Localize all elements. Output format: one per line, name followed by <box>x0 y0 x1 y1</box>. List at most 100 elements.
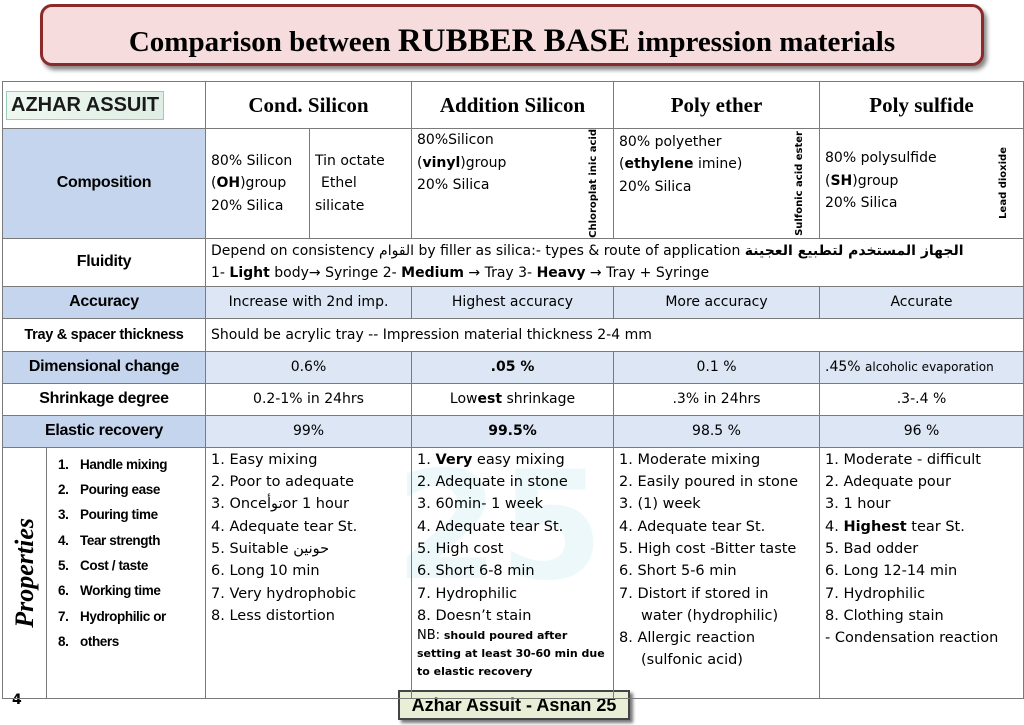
nb-label: NB: <box>417 628 441 644</box>
polyether-prop-line: 7. Distort if stored in <box>619 585 769 602</box>
shrinkage-addition: Lowest shrinkage <box>411 382 614 416</box>
polysulfide-catalyst: Lead dioxide <box>997 147 1009 220</box>
fluidity-light: Light <box>229 265 270 282</box>
polysulfide-base-line-1: 80% polysulfide <box>825 150 937 167</box>
fluidity-arabic-2: الجهاز المستخدم لتطبيع العجينة <box>744 243 964 260</box>
property-item: 2. Pouring ease <box>58 482 160 498</box>
elastic-label: Elastic recovery <box>2 414 206 448</box>
cond-prop-line: 1. Easy mixing <box>211 451 318 468</box>
polysulfide-prop-line: 8. Clothing stain <box>825 607 944 624</box>
shrinkage-label: Shrinkage degree <box>2 382 206 416</box>
cond-silicon-base: 80% Silicon (OH)group 20% Silica <box>205 128 310 239</box>
property-item: 7. Hydrophilic or <box>58 608 166 624</box>
addition-silicon-composition: 80%Silicon (vinyl)group 20% Silica Chlor… <box>411 128 614 239</box>
properties-addition-silicon: 1. Very easy mixing 2. Adequate in stone… <box>411 446 614 699</box>
logo-cell: AZHAR ASSUIT <box>2 81 206 129</box>
polyether-prop-line: 2. Easily poured in stone <box>619 474 798 491</box>
addition-prop-line: 5. High cost <box>417 541 504 557</box>
polysulfide-prop-line: 3. 1 hour <box>825 496 891 513</box>
addition-prop-line: 1. Very easy mixing <box>417 451 565 468</box>
polyether-prop-line: water (hydrophilic) <box>641 607 779 624</box>
cond-cat-line-3: silicate <box>315 197 365 214</box>
accuracy-polysulfide: Accurate <box>819 285 1024 319</box>
addition-base-line-1: 80%Silicon <box>417 132 494 148</box>
nb-line-1: should poured after <box>443 629 568 643</box>
cond-prop-line: 6. Long 10 min <box>211 563 320 580</box>
properties-row: Properties 1. Handle mixing 2. Pouring eas… <box>2 446 1024 699</box>
fluidity-t1: body→ Syringe 2- <box>269 265 402 282</box>
elastic-cond: 99% <box>205 414 412 448</box>
elastic-polysulfide: 96 % <box>819 414 1024 448</box>
col-header-cond-silicon: Cond. Silicon <box>205 81 412 129</box>
fluidity-n1: 1- <box>211 265 230 282</box>
polysulfide-base-line-2: (SH)group <box>825 172 899 189</box>
polysulfide-base-line-3: 20% Silica <box>825 195 898 212</box>
dimensional-polysulfide: .45% alcoholic evaporation <box>819 350 1024 384</box>
tray-label: Tray & spacer thickness <box>2 317 206 352</box>
polysulfide-prop-line: 2. Adequate pour <box>825 474 951 491</box>
fluidity-row: Fluidity Depend on consistency القوام by… <box>2 237 1024 287</box>
title-emphasis: RUBBER BASE <box>397 22 630 59</box>
dimensional-row: Dimensional change 0.6% .05 % 0.1 % .45%… <box>2 350 1024 384</box>
accuracy-label: Accuracy <box>2 285 206 319</box>
polyether-catalyst: Sulfonic acid ester <box>793 130 805 236</box>
col-header-poly-ether: Poly ether <box>613 81 820 129</box>
fluidity-t2: → Tray 3- <box>463 265 537 282</box>
accuracy-addition: Highest accuracy <box>411 285 614 319</box>
nb-line-3: to elastic recovery <box>417 665 533 679</box>
cond-prop-line: 2. Poor to adequate <box>211 474 355 491</box>
col-header-addition-silicon: Addition Silicon <box>411 81 614 129</box>
dimensional-polysulfide-value: .45% <box>825 359 861 376</box>
polyether-prop-line: 1. Moderate mixing <box>619 451 761 468</box>
properties-cond-silicon: 1. Easy mixing 2. Poor to adequate 3. On… <box>205 446 412 699</box>
cond-cat-line-1: Tin octate <box>315 152 385 169</box>
properties-items-list: 1. Handle mixing 2. Pouring ease 3. Pouring… <box>52 452 200 654</box>
shrinkage-row: Shrinkage degree 0.2-1% in 24hrs Lowest … <box>2 382 1024 416</box>
title-box: Comparison between RUBBER BASE impressio… <box>40 4 984 66</box>
addition-prop-line: 4. Adequate tear St. <box>417 518 564 535</box>
fluidity-text: Depend on consistency القوام by filler a… <box>205 237 1024 287</box>
accuracy-polyether: More accuracy <box>613 285 820 319</box>
page-number: 4 <box>12 692 22 708</box>
dimensional-polyether: 0.1 % <box>613 350 820 384</box>
fluidity-line1-a: Depend on consistency <box>211 243 375 260</box>
properties-items-cell: 1. Handle mixing 2. Pouring ease 3. Pouring… <box>46 446 206 699</box>
composition-label: Composition <box>2 128 206 239</box>
polysulfide-prop-line: 7. Hydrophilic <box>825 585 926 602</box>
title-part-1: Comparison between <box>128 25 398 58</box>
cond-silicon-catalyst: Tin octate Ethel silicate <box>309 128 412 239</box>
cond-prop-line: 5. Suitable حونين <box>211 541 330 557</box>
shrinkage-polyether: .3% in 24hrs <box>613 382 820 416</box>
polysulfide-prop-line: - Condensation reaction <box>825 630 999 647</box>
polyether-base-line-3: 20% Silica <box>619 178 692 195</box>
polyether-prop-line: 8. Allergic reaction <box>619 630 756 647</box>
polyether-prop-line: 4. Adequate tear St. <box>619 518 766 535</box>
logo: AZHAR ASSUIT <box>6 90 165 120</box>
tray-text: Should be acrylic tray -- Impression mat… <box>205 317 1024 352</box>
dimensional-addition: .05 % <box>411 350 614 384</box>
addition-prop-line: 3. 60min- 1 week <box>417 496 544 513</box>
polysulfide-prop-line: 4. Highest tear St. <box>825 518 965 535</box>
polysulfide-prop-line: 5. Bad odder <box>825 541 919 557</box>
properties-side-label: Properties <box>9 517 39 628</box>
property-item: 1. Handle mixing <box>58 456 168 472</box>
fluidity-arabic-1: القوام <box>379 243 415 260</box>
accuracy-cond: Increase with 2nd imp. <box>205 285 412 319</box>
comparison-table: AZHAR ASSUIT Cond. Silicon Addition Sili… <box>2 81 1024 699</box>
cond-base-line-1: 80% Silicon <box>211 152 293 169</box>
elastic-row: Elastic recovery 99% 99.5% 98.5 % 96 % <box>2 414 1024 448</box>
page-title: Comparison between RUBBER BASE impressio… <box>129 13 895 58</box>
header-row: AZHAR ASSUIT Cond. Silicon Addition Sili… <box>2 81 1024 129</box>
cond-base-line-3: 20% Silica <box>211 197 284 214</box>
title-part-3: impression materials <box>629 25 896 58</box>
addition-base-line-3: 20% Silica <box>417 177 490 193</box>
fluidity-label: Fluidity <box>2 237 206 287</box>
property-item: 3. Pouring time <box>58 507 158 523</box>
addition-catalyst: Chloroplat inic acid <box>587 129 599 238</box>
polysulfide-prop-line: 1. Moderate - difficult <box>825 451 981 468</box>
elastic-polyether: 98.5 % <box>613 414 820 448</box>
cond-prop-line: 3. Onceتوأor 1 hour <box>211 496 350 513</box>
property-item: 5. Cost / taste <box>58 558 148 573</box>
cond-cat-line-2: Ethel <box>321 175 357 192</box>
property-item: 6. Working time <box>58 583 161 599</box>
